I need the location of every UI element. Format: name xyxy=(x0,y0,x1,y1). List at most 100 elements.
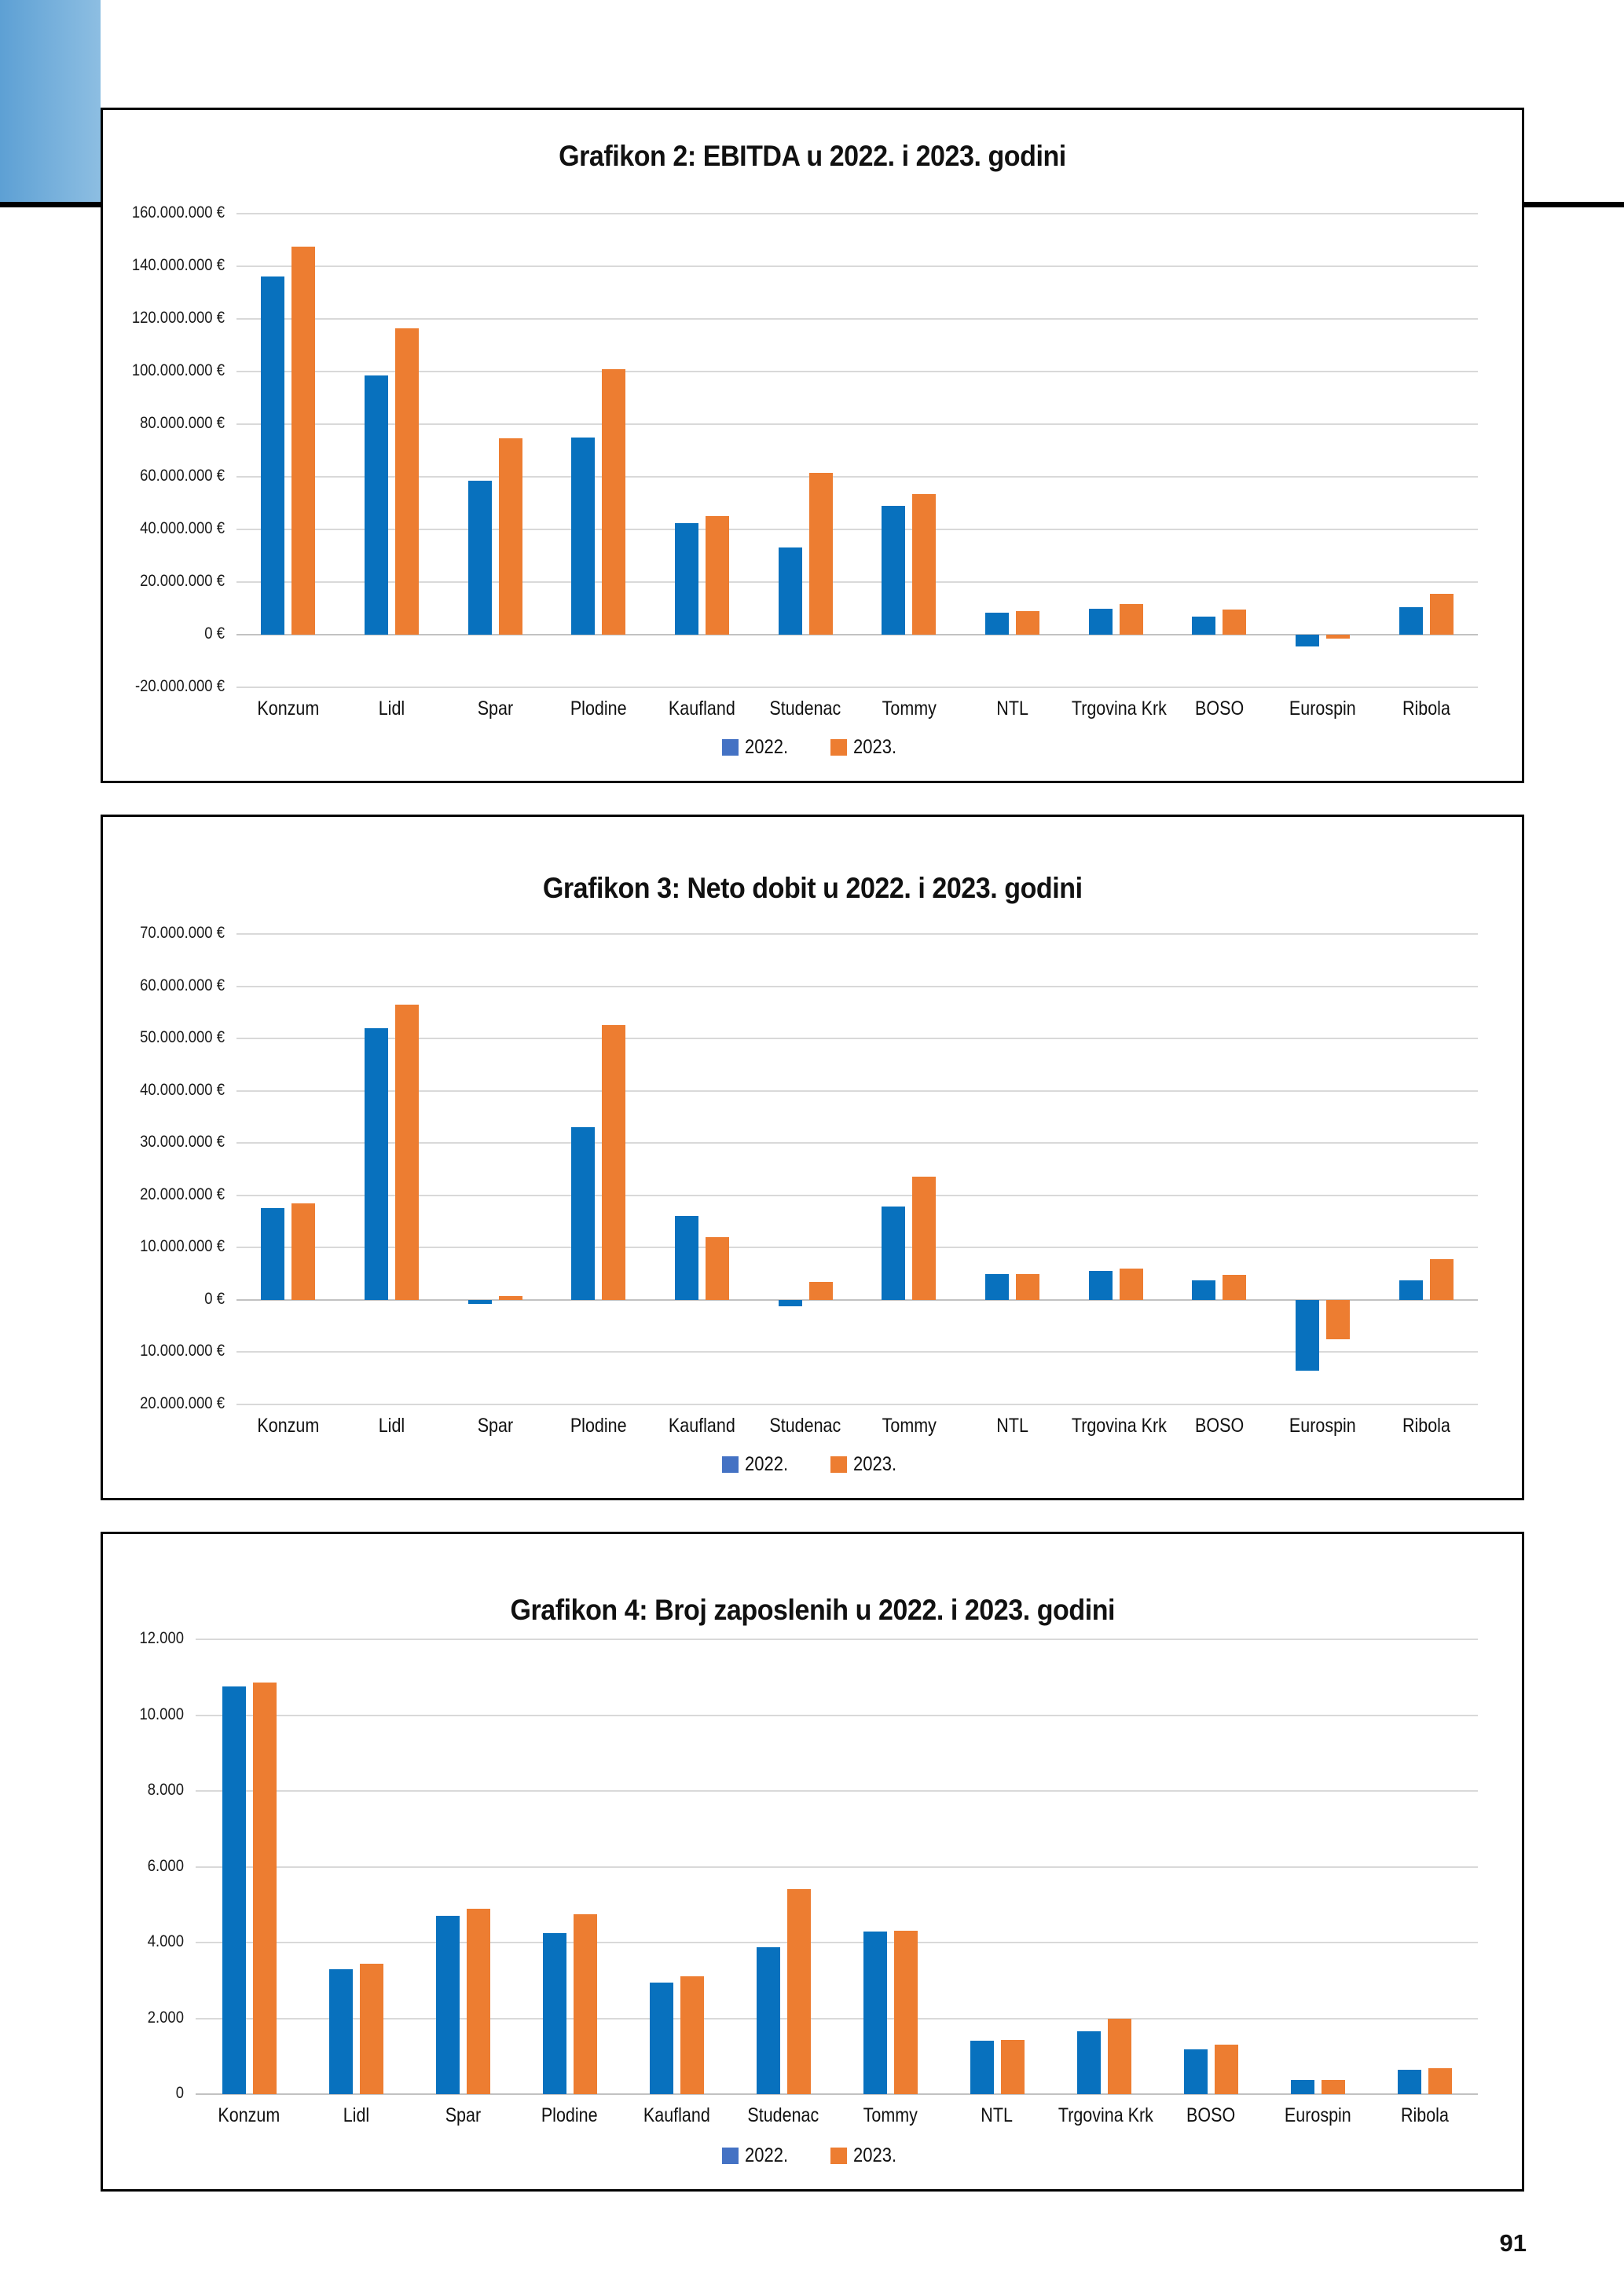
x-axis-category-label-kaufland: Kaufland xyxy=(669,1415,735,1437)
y-axis-tick-label: 20.000.000 € xyxy=(140,1394,225,1412)
gridline-0 xyxy=(236,634,1478,635)
gridline-2000 xyxy=(196,2017,1478,2020)
legend-label: 2022. xyxy=(745,1453,789,1475)
bar-2022-eurospin xyxy=(1290,2079,1314,2094)
bar-2022-boso xyxy=(1192,616,1216,635)
x-axis-category-label-studenac: Studenac xyxy=(747,2104,819,2126)
bar-2023-eurospin xyxy=(1326,1299,1350,1339)
bar-2023-boso xyxy=(1223,610,1247,635)
gridline-80000000 xyxy=(236,423,1478,425)
chart-card-broj-zaposlenih: Grafikon 4: Broj zaposlenih u 2022. i 20… xyxy=(101,1532,1524,2192)
x-axis-category-label-lidl: Lidl xyxy=(343,2104,369,2126)
bar-2022-eurospin xyxy=(1296,1299,1319,1371)
y-axis-tick-label: 20.000.000 € xyxy=(140,1185,225,1203)
bar-2023-studenac xyxy=(808,1281,833,1300)
x-axis-category-label-boso: BOSO xyxy=(1194,1415,1244,1437)
bar-2022-konzum xyxy=(261,1208,285,1300)
bar-2022-boso xyxy=(1192,1280,1216,1300)
bar-2023-plodine xyxy=(573,1913,597,2094)
gridline-40000000 xyxy=(236,529,1478,530)
x-axis-category-label-studenac: Studenac xyxy=(769,1415,841,1437)
bar-2022-tommy xyxy=(882,505,906,635)
x-axis-category-label-ntl: NTL xyxy=(981,2104,1014,2126)
bar-2022-tommy xyxy=(882,1207,906,1300)
gridline-70000000 xyxy=(236,933,1478,935)
y-axis-tick-label: 50.000.000 € xyxy=(140,1028,225,1047)
bar-2022-ribola xyxy=(1399,1280,1423,1300)
gridline-12000 xyxy=(196,1639,1478,1640)
bar-2023-lidl xyxy=(395,328,419,635)
bar-2022-ntl xyxy=(970,2041,994,2094)
gridline--20000000 xyxy=(236,687,1478,688)
bar-2023-spar xyxy=(498,1295,522,1300)
gridline-10000 xyxy=(196,1714,1478,1716)
y-axis-tick-label: 12.000 xyxy=(139,1629,184,1647)
bar-2022-lidl xyxy=(328,1968,353,2094)
gridline-140000000 xyxy=(236,265,1478,267)
bar-2022-ribola xyxy=(1397,2070,1421,2094)
y-axis-tick-label: 60.000.000 € xyxy=(140,976,225,994)
legend-item-2023: 2023. xyxy=(830,1453,903,1476)
y-axis-tick-label: 60.000.000 € xyxy=(140,467,225,485)
x-axis-category-label-ntl: NTL xyxy=(996,698,1028,720)
chart-title-text: Grafikon 4: Broj zaposlenih u 2022. i 20… xyxy=(510,1594,1115,1626)
legend-label: 2023. xyxy=(853,2144,897,2166)
chart-title-text: Grafikon 2: EBITDA u 2022. i 2023. godin… xyxy=(559,140,1066,172)
x-axis-category-label-spar: Spar xyxy=(477,1415,513,1437)
x-axis-category-label-plodine: Plodine xyxy=(570,698,627,720)
x-axis-category-label-ntl: NTL xyxy=(996,1415,1028,1437)
legend: 2022. 2023. xyxy=(103,736,1522,759)
bar-2022-studenac xyxy=(778,547,802,635)
bar-2022-trgovina-krk xyxy=(1088,608,1113,635)
bar-2022-spar xyxy=(435,1916,460,2094)
bar-2023-konzum xyxy=(291,246,316,635)
x-axis-category-label-boso: BOSO xyxy=(1186,2104,1236,2126)
gridline-30000000 xyxy=(236,1142,1478,1144)
chart-card-neto-dobit: Grafikon 3: Neto dobit u 2022. i 2023. g… xyxy=(101,815,1524,1500)
legend-label: 2023. xyxy=(853,736,897,758)
legend: 2022. 2023. xyxy=(103,2144,1522,2167)
bar-2023-lidl xyxy=(359,1963,383,2094)
x-axis-category-label-spar: Spar xyxy=(477,698,513,720)
bar-2022-kaufland xyxy=(649,1982,673,2094)
y-axis-tick-label: 10.000 xyxy=(139,1705,184,1723)
bar-2023-tommy xyxy=(912,1177,937,1300)
legend-label: 2023. xyxy=(853,1453,897,1475)
bar-2023-trgovina-krk xyxy=(1119,1268,1143,1300)
y-axis-tick-label: 0 xyxy=(175,2084,184,2102)
bar-2023-plodine xyxy=(602,368,626,635)
chart-title-ebitda: Grafikon 2: EBITDA u 2022. i 2023. godin… xyxy=(103,140,1522,173)
gridline--20000000 xyxy=(236,1404,1478,1405)
y-axis-tick-label: 70.000.000 € xyxy=(140,924,225,942)
bar-2023-tommy xyxy=(893,1930,918,2094)
bar-2023-ribola xyxy=(1429,594,1454,635)
y-axis-tick-label: 0 € xyxy=(204,1289,225,1308)
x-axis-category-label-studenac: Studenac xyxy=(769,698,841,720)
bar-2022-plodine xyxy=(571,437,596,635)
y-axis-tick-label: 140.000.000 € xyxy=(131,256,225,274)
gridline--10000000 xyxy=(236,1351,1478,1353)
bar-2023-ribola xyxy=(1429,1258,1454,1300)
legend-swatch-icon xyxy=(722,1456,739,1473)
bar-2023-tommy xyxy=(912,493,937,635)
bar-2022-spar xyxy=(467,1299,492,1305)
y-axis-tick-label: 20.000.000 € xyxy=(140,572,225,590)
y-axis-tick-label: 10.000.000 € xyxy=(140,1342,225,1360)
x-axis-category-label-lidl: Lidl xyxy=(378,1415,405,1437)
bar-2022-konzum xyxy=(261,276,285,635)
bar-2022-studenac xyxy=(778,1299,802,1306)
chart-title-neto-dobit: Grafikon 3: Neto dobit u 2022. i 2023. g… xyxy=(103,872,1522,905)
gridline-100000000 xyxy=(236,371,1478,372)
chart-title-broj-zaposlenih: Grafikon 4: Broj zaposlenih u 2022. i 20… xyxy=(103,1594,1522,1627)
bar-2022-trgovina-krk xyxy=(1088,1271,1113,1300)
legend-label: 2022. xyxy=(745,736,789,758)
bar-2023-kaufland xyxy=(706,1237,729,1300)
x-axis-category-label-eurospin: Eurospin xyxy=(1284,2104,1351,2126)
legend-item-2023: 2023. xyxy=(830,2144,903,2167)
gridline-10000000 xyxy=(236,1247,1478,1249)
x-axis-category-label-tommy: Tommy xyxy=(882,1415,937,1437)
bar-2023-kaufland xyxy=(706,516,729,635)
bar-2023-lidl xyxy=(395,1004,419,1300)
x-axis-category-label-kaufland: Kaufland xyxy=(669,698,735,720)
